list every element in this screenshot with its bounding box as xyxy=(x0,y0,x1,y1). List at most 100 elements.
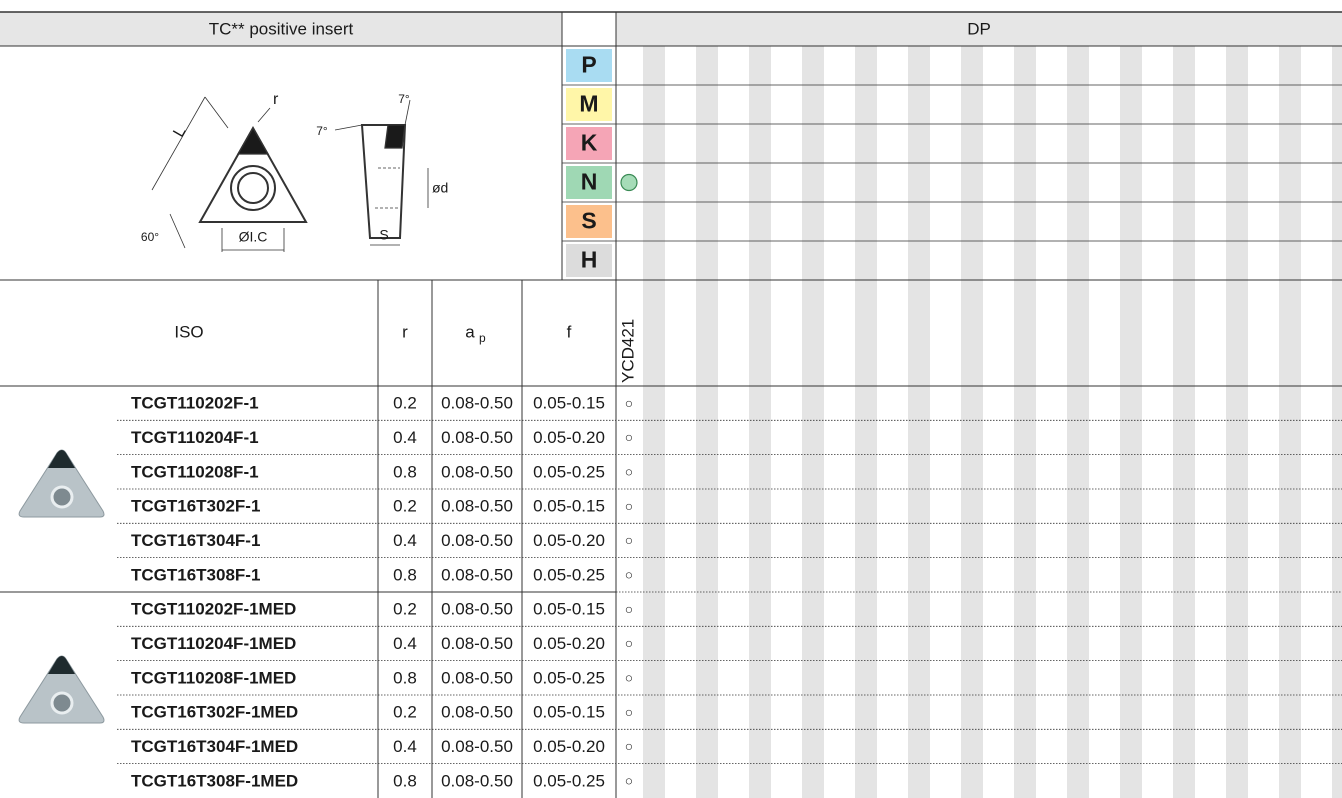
grade-stripe xyxy=(1014,46,1036,798)
column-header: ISO xyxy=(174,322,203,341)
insert-tip xyxy=(48,449,75,468)
grade-stripe xyxy=(1226,46,1248,798)
feed: 0.05-0.15 xyxy=(533,497,605,516)
grade-mark: ○ xyxy=(625,567,633,583)
dim-line xyxy=(204,96,229,129)
feed: 0.05-0.25 xyxy=(533,771,605,790)
feed: 0.05-0.25 xyxy=(533,565,605,584)
iso-code: TCGT110208F-1 xyxy=(131,462,259,481)
feed: 0.05-0.25 xyxy=(533,668,605,687)
material-code: N xyxy=(581,169,598,195)
iso-code: TCGT16T302F-1 xyxy=(131,497,260,516)
iso-code: TCGT110204F-1 xyxy=(131,428,259,447)
grade-stripe xyxy=(1173,46,1195,798)
depth-of-cut: 0.08-0.50 xyxy=(441,634,513,653)
radius: 0.8 xyxy=(393,462,417,481)
grade-stripe xyxy=(961,46,983,798)
grade-stripe xyxy=(749,46,771,798)
column-header-subscript: p xyxy=(479,331,486,345)
iso-code: TCGT110202F-1MED xyxy=(131,600,296,619)
radius: 0.4 xyxy=(393,737,417,756)
grade-mark: ○ xyxy=(625,670,633,686)
depth-of-cut: 0.08-0.50 xyxy=(441,703,513,722)
depth-of-cut: 0.08-0.50 xyxy=(441,737,513,756)
material-code: P xyxy=(581,52,596,78)
diagram-label: 7° xyxy=(398,92,410,106)
radius: 0.4 xyxy=(393,531,417,550)
grade-mark: ○ xyxy=(625,772,633,788)
radius: 0.2 xyxy=(393,394,417,413)
feed: 0.05-0.15 xyxy=(533,703,605,722)
depth-of-cut: 0.08-0.50 xyxy=(441,668,513,687)
grade-group: DP xyxy=(967,19,991,38)
grade-stripe xyxy=(1332,46,1342,798)
diagram-label: 60° xyxy=(141,230,159,244)
material-code: H xyxy=(581,247,598,273)
side-tip xyxy=(384,124,406,149)
diagram-label: S xyxy=(379,227,388,243)
iso-code: TCGT110208F-1MED xyxy=(131,668,296,687)
feed: 0.05-0.15 xyxy=(533,600,605,619)
diagram-label: L xyxy=(170,124,189,140)
radius: 0.8 xyxy=(393,565,417,584)
material-cell xyxy=(566,244,612,277)
iso-code: TCGT16T308F-1MED xyxy=(131,771,298,790)
diagram-label: ød xyxy=(432,180,448,196)
dim-line xyxy=(169,213,186,249)
depth-of-cut: 0.08-0.50 xyxy=(441,600,513,619)
insert-tip xyxy=(48,655,75,674)
radius: 0.2 xyxy=(393,600,417,619)
feed: 0.05-0.20 xyxy=(533,737,605,756)
material-code: K xyxy=(581,130,598,156)
iso-code: TCGT16T308F-1 xyxy=(131,565,260,584)
grade-group-cell xyxy=(616,12,1342,46)
grade-mark: ○ xyxy=(625,464,633,480)
depth-of-cut: 0.08-0.50 xyxy=(441,565,513,584)
grade-mark: ○ xyxy=(625,532,633,548)
material-cell xyxy=(566,166,612,199)
feed: 0.05-0.20 xyxy=(533,634,605,653)
radius: 0.4 xyxy=(393,428,417,447)
material-cell xyxy=(566,88,612,121)
grade-mark: ○ xyxy=(625,429,633,445)
feed: 0.05-0.20 xyxy=(533,428,605,447)
material-code: M xyxy=(579,91,598,117)
grade-mark: ○ xyxy=(625,704,633,720)
iso-code: TCGT16T302F-1MED xyxy=(131,703,298,722)
diagram-label: 7° xyxy=(316,124,328,138)
depth-of-cut: 0.08-0.50 xyxy=(441,394,513,413)
hole-outer xyxy=(230,165,276,211)
depth-of-cut: 0.08-0.50 xyxy=(441,497,513,516)
insert-outline xyxy=(198,125,308,223)
radius: 0.4 xyxy=(393,634,417,653)
column-header: f xyxy=(567,322,572,341)
radius: 0.8 xyxy=(393,771,417,790)
material-code: S xyxy=(581,208,596,234)
dim-line xyxy=(151,96,206,191)
iso-code: TCGT16T304F-1 xyxy=(131,531,260,550)
dim-line xyxy=(257,107,271,123)
table-title: TC** positive insert xyxy=(209,19,354,38)
diagram-label: ØI.C xyxy=(239,229,268,245)
grade-mark: ○ xyxy=(625,738,633,754)
background xyxy=(0,12,1342,798)
iso-code: TCGT16T304F-1MED xyxy=(131,737,298,756)
grade-stripe xyxy=(1120,46,1142,798)
iso-code: TCGT110202F-1 xyxy=(131,394,259,413)
radius: 0.2 xyxy=(393,497,417,516)
grade-stripe xyxy=(643,46,665,798)
material-cell xyxy=(566,127,612,160)
grade-mark: ○ xyxy=(625,395,633,411)
dim-line xyxy=(404,99,411,126)
hole-inner xyxy=(237,172,269,204)
depth-of-cut: 0.08-0.50 xyxy=(441,462,513,481)
radius: 0.8 xyxy=(393,668,417,687)
cutting-tip xyxy=(236,126,270,155)
grade-stripe xyxy=(1067,46,1089,798)
insert-drawing xyxy=(151,96,429,252)
insert-photo xyxy=(18,655,105,724)
depth-of-cut: 0.08-0.50 xyxy=(441,531,513,550)
